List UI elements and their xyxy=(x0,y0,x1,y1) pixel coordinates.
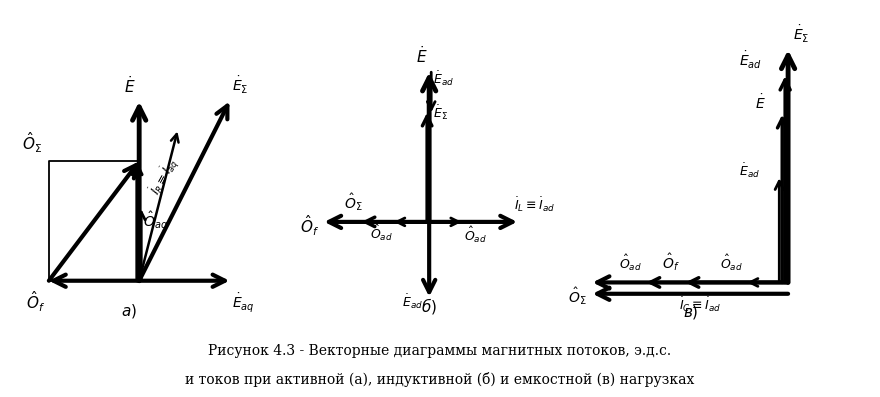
Text: Рисунок 4.3 - Векторные диаграммы магнитных потоков, э.д.с.: Рисунок 4.3 - Векторные диаграммы магнит… xyxy=(209,344,671,358)
Text: $\hat{O}_\Sigma$: $\hat{O}_\Sigma$ xyxy=(344,191,363,213)
Text: $\dot{I}_C \equiv \dot{I}_{ad}$: $\dot{I}_C \equiv \dot{I}_{ad}$ xyxy=(678,295,722,314)
Text: $\hat{O}_\Sigma$: $\hat{O}_\Sigma$ xyxy=(22,131,42,155)
Text: $\hat{O}_\Sigma$: $\hat{O}_\Sigma$ xyxy=(568,286,587,307)
Text: $\dot{E}$: $\dot{E}$ xyxy=(755,94,766,112)
Text: $\hat{O}_{ad}$: $\hat{O}_{ad}$ xyxy=(464,225,487,245)
Text: $\dot{E}_{ad}$: $\dot{E}_{ad}$ xyxy=(402,292,423,310)
Text: $\dot{E}_\Sigma$: $\dot{E}_\Sigma$ xyxy=(793,24,810,45)
Text: $\hat{O}_{aq}$: $\hat{O}_{aq}$ xyxy=(143,209,167,233)
Text: $\dot{E}_\Sigma$: $\dot{E}_\Sigma$ xyxy=(232,74,249,96)
Text: $\dot{E}_{ad}$: $\dot{E}_{ad}$ xyxy=(433,69,454,88)
Text: $б)$: $б)$ xyxy=(422,296,437,316)
Text: $\hat{O}_f$: $\hat{O}_f$ xyxy=(26,289,46,314)
Text: $в)$: $в)$ xyxy=(683,303,698,321)
Text: $\hat{O}_{ad}$: $\hat{O}_{ad}$ xyxy=(720,253,743,274)
Text: $\dot{E}$: $\dot{E}$ xyxy=(124,75,136,96)
Text: $\dot{E}_{ad}$: $\dot{E}_{ad}$ xyxy=(739,162,760,180)
Text: $\hat{O}_{ad}$: $\hat{O}_{ad}$ xyxy=(620,253,642,274)
Text: $\dot{I}_R \equiv \dot{I}_{aq}$: $\dot{I}_R \equiv \dot{I}_{aq}$ xyxy=(146,154,183,198)
Text: $\hat{O}_f$: $\hat{O}_f$ xyxy=(299,214,319,238)
Text: $\hat{O}_{ad}$: $\hat{O}_{ad}$ xyxy=(370,222,393,243)
Text: и токов при активной (а), индуктивной (б) и емкостной (в) нагрузках: и токов при активной (а), индуктивной (б… xyxy=(186,372,694,387)
Text: $\dot{I}_L \equiv \dot{I}_{ad}$: $\dot{I}_L \equiv \dot{I}_{ad}$ xyxy=(514,195,555,214)
Text: $\hat{O}_f$: $\hat{O}_f$ xyxy=(662,252,679,274)
Text: $\dot{E}_{ad}$: $\dot{E}_{ad}$ xyxy=(739,50,762,71)
Text: $\dot{E}_\Sigma$: $\dot{E}_\Sigma$ xyxy=(433,103,448,122)
Text: $\dot{E}_{aq}$: $\dot{E}_{aq}$ xyxy=(231,291,254,314)
Text: $\dot{E}$: $\dot{E}$ xyxy=(415,46,428,66)
Text: $а)$: $а)$ xyxy=(121,302,136,320)
